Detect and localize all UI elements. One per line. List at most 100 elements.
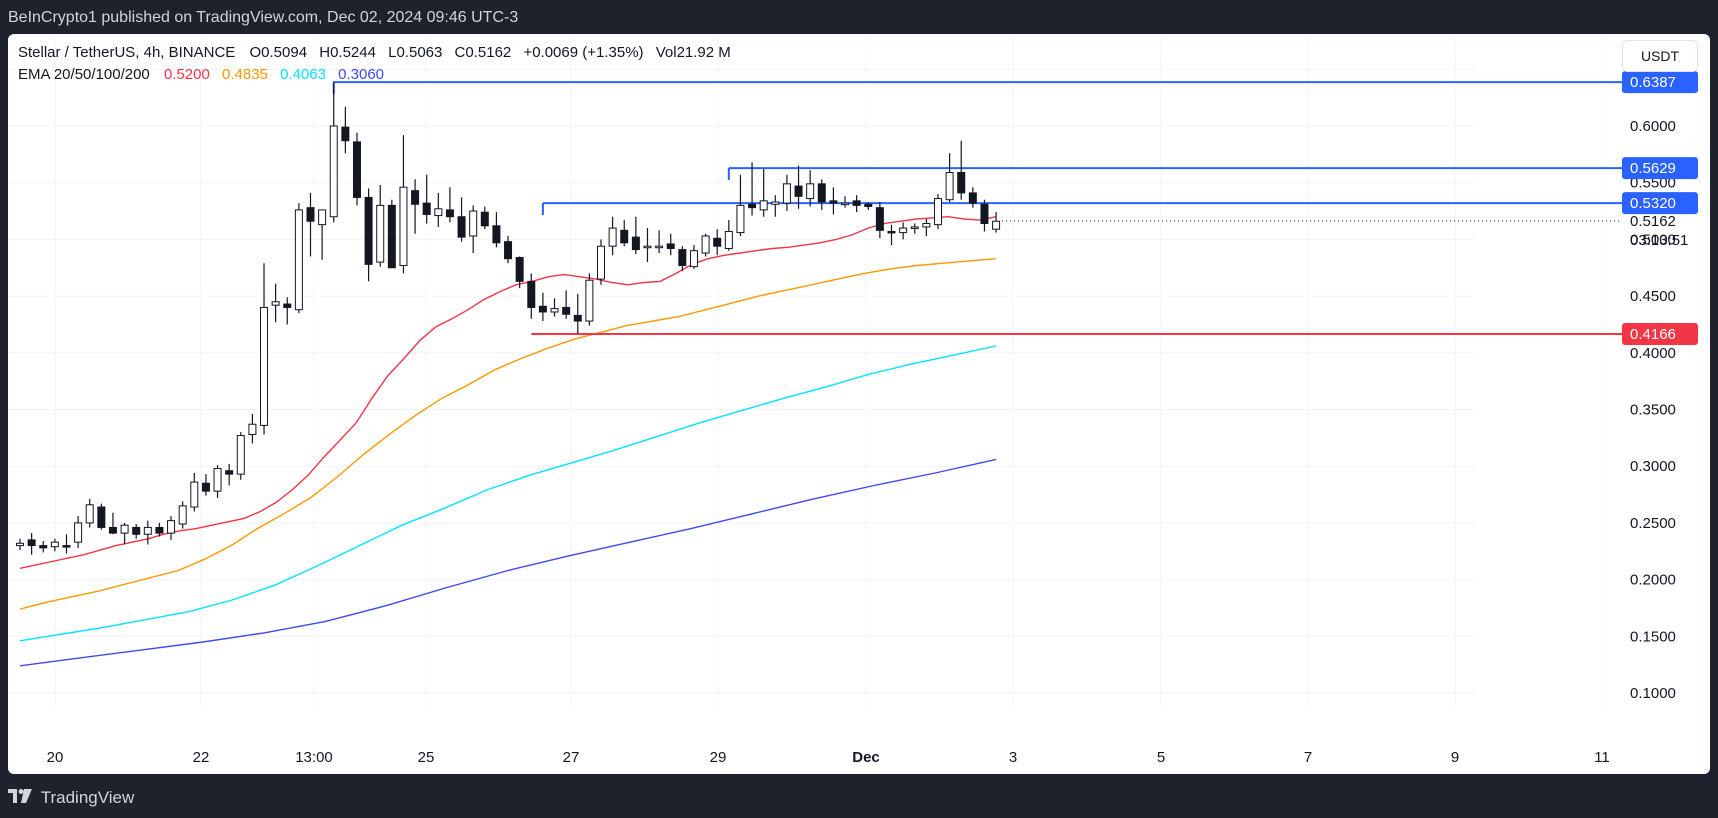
candle	[411, 179, 420, 234]
chart-legend: Stellar / TetherUS, 4h, BINANCE O0.5094 …	[18, 42, 739, 86]
candle-body-up	[806, 183, 815, 200]
candle	[875, 201, 884, 239]
ema200-value: 0.3060	[338, 66, 385, 83]
candle	[39, 541, 48, 553]
close-value: 0.5162	[465, 44, 512, 61]
candle-body-down	[39, 545, 48, 549]
candle	[492, 212, 501, 248]
candle	[271, 283, 280, 323]
candle-body-up	[120, 524, 129, 534]
publish-text: BeInCrypto1 published on TradingView.com…	[8, 9, 519, 26]
currency-button[interactable]: USDT	[1622, 40, 1698, 72]
candle-body-down	[155, 526, 164, 534]
candle-body-down	[875, 207, 884, 231]
candle-body-down	[201, 482, 210, 492]
level-badge-bg	[1622, 71, 1698, 94]
time-axis-label: 20	[47, 749, 64, 766]
candle	[399, 135, 408, 274]
low-label: L	[388, 44, 397, 61]
candle-body-up	[74, 522, 83, 543]
level-badge: 0.4166	[1622, 322, 1698, 345]
candle	[260, 263, 269, 435]
candle-body-down	[829, 200, 838, 204]
candle	[422, 174, 431, 224]
candle-body-down	[748, 203, 757, 209]
candle-body-down	[364, 196, 373, 265]
level-badge-bg	[1622, 322, 1698, 345]
candle-body-up	[399, 186, 408, 266]
ema20-value: 0.5200	[163, 66, 210, 83]
ema50-line	[19, 258, 997, 610]
level-badge: 0.5629	[1622, 157, 1698, 180]
candle-body-down	[562, 306, 571, 315]
candle	[701, 233, 710, 257]
candle	[922, 218, 931, 236]
candle	[85, 499, 94, 528]
candle	[933, 194, 942, 230]
candle-body-down	[713, 237, 722, 247]
candle	[178, 501, 187, 529]
candle	[806, 170, 815, 207]
candle-body-up	[655, 245, 664, 249]
time-axis-label: 7	[1304, 749, 1312, 766]
candle	[306, 192, 315, 257]
footer-brand[interactable]: TradingView	[40, 788, 135, 808]
candle	[666, 233, 675, 256]
candle-body-up	[899, 227, 908, 234]
open-label: O	[249, 44, 262, 61]
chart-panel[interactable]: 0.65000.60000.55000.50000.45000.40000.35…	[8, 34, 1710, 774]
candle-body-down	[538, 305, 547, 313]
candle	[376, 184, 385, 267]
candle-body-down	[492, 225, 501, 244]
time-axis-label: 3	[1009, 749, 1017, 766]
candle-body-down	[631, 236, 640, 251]
candle-body-up	[376, 204, 385, 263]
candle	[980, 199, 989, 232]
candle	[143, 520, 152, 545]
candle	[841, 196, 850, 208]
candle-body-up	[945, 171, 954, 201]
candle-body-down	[852, 200, 861, 206]
candle	[352, 132, 361, 206]
candle-body-down	[283, 303, 292, 308]
candle	[469, 205, 478, 254]
candle	[97, 503, 106, 530]
candle	[248, 414, 257, 444]
ema-label[interactable]: EMA 20/50/100/200	[18, 66, 150, 83]
candle-body-down	[352, 141, 361, 198]
candle	[724, 220, 733, 251]
candle-body-down	[620, 229, 629, 244]
ema100-value: 0.4063	[280, 66, 326, 83]
candle	[225, 463, 234, 486]
candle-body-down	[97, 506, 106, 528]
high-value: 0.5244	[330, 44, 376, 61]
candle	[864, 201, 873, 210]
candle	[957, 140, 966, 200]
candle	[120, 522, 129, 545]
candle	[562, 290, 571, 319]
candle	[434, 192, 443, 227]
price-axis-label: 0.1500	[1630, 628, 1676, 645]
candle-body-up	[294, 209, 303, 311]
tradingview-logo-icon	[8, 777, 32, 818]
candle	[689, 245, 698, 269]
candle	[155, 522, 164, 537]
candle-body-up	[643, 245, 652, 249]
time-axis-label: 9	[1451, 749, 1459, 766]
symbol-label[interactable]: Stellar / TetherUS, 4h, BINANCE	[18, 44, 236, 61]
candle	[527, 273, 536, 319]
candle-body-up	[469, 210, 478, 237]
price-chart[interactable]: 0.65000.60000.55000.50000.45000.40000.35…	[8, 34, 1710, 774]
close-label: C	[454, 44, 466, 61]
candle-body-up	[50, 541, 59, 548]
ema20-line	[19, 215, 997, 569]
candle-body-up	[608, 227, 617, 247]
candle	[597, 239, 605, 285]
candle-body-down	[132, 526, 141, 535]
candle-body-up	[16, 542, 24, 547]
candle	[852, 195, 861, 213]
candle	[771, 195, 780, 217]
candle	[190, 473, 199, 512]
level-badge: 0.5320	[1622, 192, 1698, 215]
level-badge-label: 0.6387	[1630, 74, 1676, 91]
